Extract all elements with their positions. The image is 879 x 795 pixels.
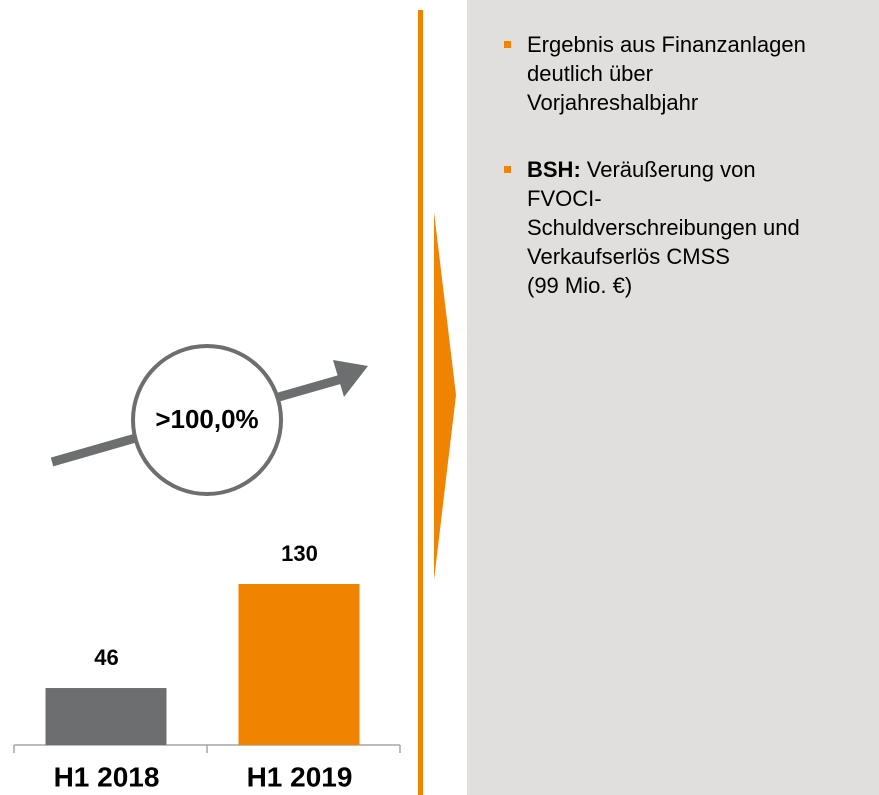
bullet-text: Vorjahreshalbjahr — [527, 90, 699, 115]
x-tick-label: H1 2019 — [247, 761, 353, 792]
bullet-text: Schuldverschreibungen und — [527, 215, 800, 240]
bullet-text: FVOCI- — [527, 186, 602, 211]
bullet: Ergebnis aus Finanzanlagen deutlich über V… — [500, 30, 870, 117]
value-label: 130 — [281, 541, 318, 566]
text-panel — [467, 0, 879, 795]
bullet-text: Ergebnis aus Finanzanlagen — [527, 32, 806, 57]
bullet-text: deutlich über — [527, 61, 653, 86]
bullet-marker — [504, 166, 511, 173]
bar — [238, 584, 360, 745]
bullet-text: Verkaufserlös CMSS — [527, 244, 730, 269]
x-tick-label: H1 2018 — [54, 761, 160, 792]
bullet-text: (99 Mio. €) — [527, 273, 633, 298]
bullet-text: Veräußerung von — [586, 157, 756, 182]
growth-circle — [131, 344, 283, 496]
notes: Ergebnis aus Finanzanlagen deutlich über V… — [500, 30, 870, 338]
arrow-head — [333, 360, 368, 397]
chevron — [434, 212, 456, 580]
bar — [45, 688, 167, 745]
value-label: 46 — [94, 645, 118, 670]
bullet: BSH: Veräußerung von FVOCI- Schuldverschrei… — [500, 155, 870, 300]
bullet-marker — [504, 41, 511, 48]
bullet-label: BSH: — [527, 157, 581, 182]
divider — [418, 10, 423, 795]
growth-label: >100,0% — [155, 404, 258, 434]
